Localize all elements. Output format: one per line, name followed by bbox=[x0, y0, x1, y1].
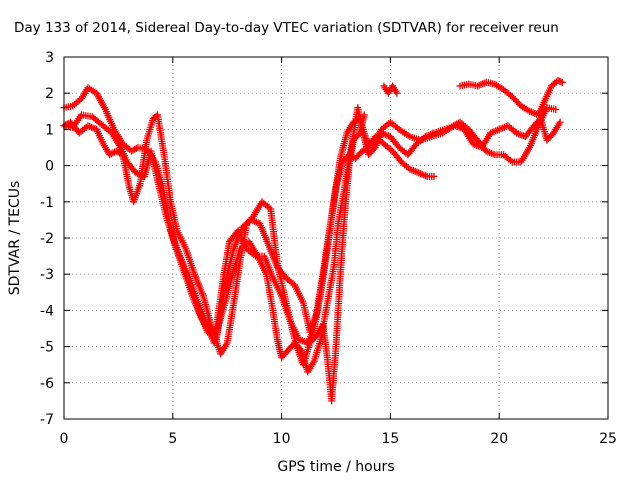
x-tick-label: 0 bbox=[60, 431, 69, 447]
y-tick-label: 2 bbox=[45, 86, 54, 102]
data-point bbox=[556, 118, 564, 126]
data-series bbox=[60, 77, 566, 405]
y-tick-label: -7 bbox=[40, 412, 54, 428]
x-tick-label: 25 bbox=[599, 431, 617, 447]
data-point bbox=[394, 142, 402, 150]
data-point bbox=[296, 345, 304, 353]
data-point bbox=[393, 89, 401, 97]
series-track-d bbox=[167, 104, 564, 376]
y-tick-label: -4 bbox=[40, 303, 54, 319]
data-point bbox=[411, 141, 419, 149]
data-point bbox=[370, 145, 378, 153]
y-tick-label: 3 bbox=[45, 50, 54, 66]
data-point bbox=[430, 172, 438, 180]
y-tick-label: -2 bbox=[40, 231, 54, 247]
y-tick-label: -6 bbox=[40, 376, 54, 392]
x-axis-label: GPS time / hours bbox=[277, 459, 394, 475]
y-tick-label: -5 bbox=[40, 340, 54, 356]
data-point bbox=[396, 156, 404, 164]
data-point bbox=[558, 78, 566, 86]
data-point bbox=[552, 105, 560, 113]
x-tick-label: 20 bbox=[490, 431, 508, 447]
series-track-e bbox=[380, 82, 401, 97]
x-tick-label: 5 bbox=[168, 431, 177, 447]
x-tick-label: 15 bbox=[381, 431, 399, 447]
y-tick-label: -3 bbox=[40, 267, 54, 283]
series-track-f bbox=[456, 77, 566, 119]
chart-title: Day 133 of 2014, Sidereal Day-to-day VTE… bbox=[14, 20, 559, 36]
data-point bbox=[360, 111, 368, 119]
y-tick-label: 0 bbox=[45, 159, 54, 175]
y-tick-label: 1 bbox=[45, 122, 54, 138]
x-tick-label: 10 bbox=[273, 431, 291, 447]
y-axis-label: SDTVAR / TECUs bbox=[7, 181, 23, 296]
y-tick-label: -1 bbox=[40, 195, 54, 211]
axis-ticks: -7 -6 -5 -4 -3 -2 -1 0 1 2 3 0 5 10 15 20 25 bbox=[40, 50, 617, 447]
